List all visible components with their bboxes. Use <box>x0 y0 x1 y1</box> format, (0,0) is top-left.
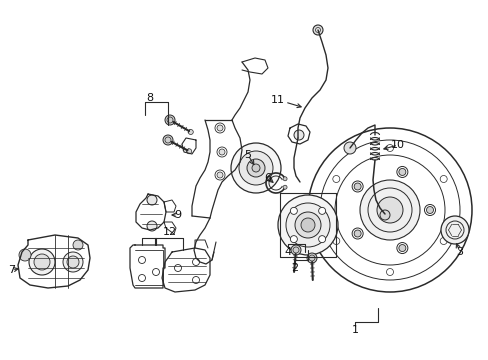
Circle shape <box>147 195 157 205</box>
Circle shape <box>386 144 393 152</box>
Circle shape <box>351 181 363 192</box>
Text: 9: 9 <box>174 210 181 220</box>
Circle shape <box>192 276 199 284</box>
Circle shape <box>246 159 264 177</box>
Circle shape <box>217 172 223 178</box>
Circle shape <box>290 207 297 214</box>
Circle shape <box>301 218 314 232</box>
Circle shape <box>379 210 389 220</box>
Circle shape <box>343 142 355 154</box>
Circle shape <box>164 115 175 125</box>
Circle shape <box>217 147 226 157</box>
Circle shape <box>426 207 433 213</box>
Circle shape <box>29 249 55 275</box>
Circle shape <box>239 151 272 185</box>
Text: 10: 10 <box>390 140 404 150</box>
Circle shape <box>353 183 361 190</box>
Circle shape <box>439 238 447 244</box>
Circle shape <box>294 212 320 238</box>
Circle shape <box>188 130 193 135</box>
Text: 8: 8 <box>146 93 153 103</box>
Circle shape <box>318 207 325 214</box>
Text: 4: 4 <box>284 247 291 257</box>
Circle shape <box>332 176 339 183</box>
Circle shape <box>306 253 316 263</box>
Circle shape <box>293 130 304 140</box>
Circle shape <box>63 252 83 272</box>
Text: 2: 2 <box>291 263 298 273</box>
Text: 7: 7 <box>8 265 16 275</box>
Circle shape <box>290 245 301 255</box>
Circle shape <box>398 168 405 175</box>
Circle shape <box>67 256 79 268</box>
Circle shape <box>351 228 363 239</box>
Circle shape <box>215 123 224 133</box>
Circle shape <box>386 269 393 275</box>
Circle shape <box>73 240 83 250</box>
Circle shape <box>34 254 50 270</box>
Circle shape <box>251 164 260 172</box>
Circle shape <box>138 256 145 264</box>
Circle shape <box>19 249 31 261</box>
Circle shape <box>152 269 159 275</box>
Text: 6: 6 <box>264 173 271 183</box>
Circle shape <box>396 243 407 253</box>
Text: 12: 12 <box>163 227 177 237</box>
Circle shape <box>332 238 339 244</box>
Circle shape <box>163 135 173 145</box>
Circle shape <box>440 216 468 244</box>
Circle shape <box>192 258 199 266</box>
Circle shape <box>283 177 286 181</box>
Circle shape <box>186 149 191 154</box>
Circle shape <box>147 221 157 231</box>
Circle shape <box>396 166 407 177</box>
Circle shape <box>439 175 447 183</box>
Circle shape <box>219 149 224 155</box>
Text: 5: 5 <box>244 150 251 160</box>
Text: 1: 1 <box>351 325 358 335</box>
Text: 3: 3 <box>456 247 463 257</box>
Circle shape <box>318 236 325 243</box>
Circle shape <box>424 204 435 216</box>
Circle shape <box>230 143 281 193</box>
Text: 11: 11 <box>270 95 285 105</box>
Circle shape <box>283 185 286 189</box>
Circle shape <box>217 125 223 131</box>
Circle shape <box>285 203 329 247</box>
Circle shape <box>174 265 181 271</box>
Circle shape <box>138 274 145 282</box>
Circle shape <box>312 25 323 35</box>
Circle shape <box>376 197 402 223</box>
Circle shape <box>278 195 337 255</box>
Circle shape <box>290 236 297 243</box>
Circle shape <box>353 230 361 237</box>
Circle shape <box>359 180 419 240</box>
Circle shape <box>398 244 405 252</box>
Circle shape <box>215 170 224 180</box>
